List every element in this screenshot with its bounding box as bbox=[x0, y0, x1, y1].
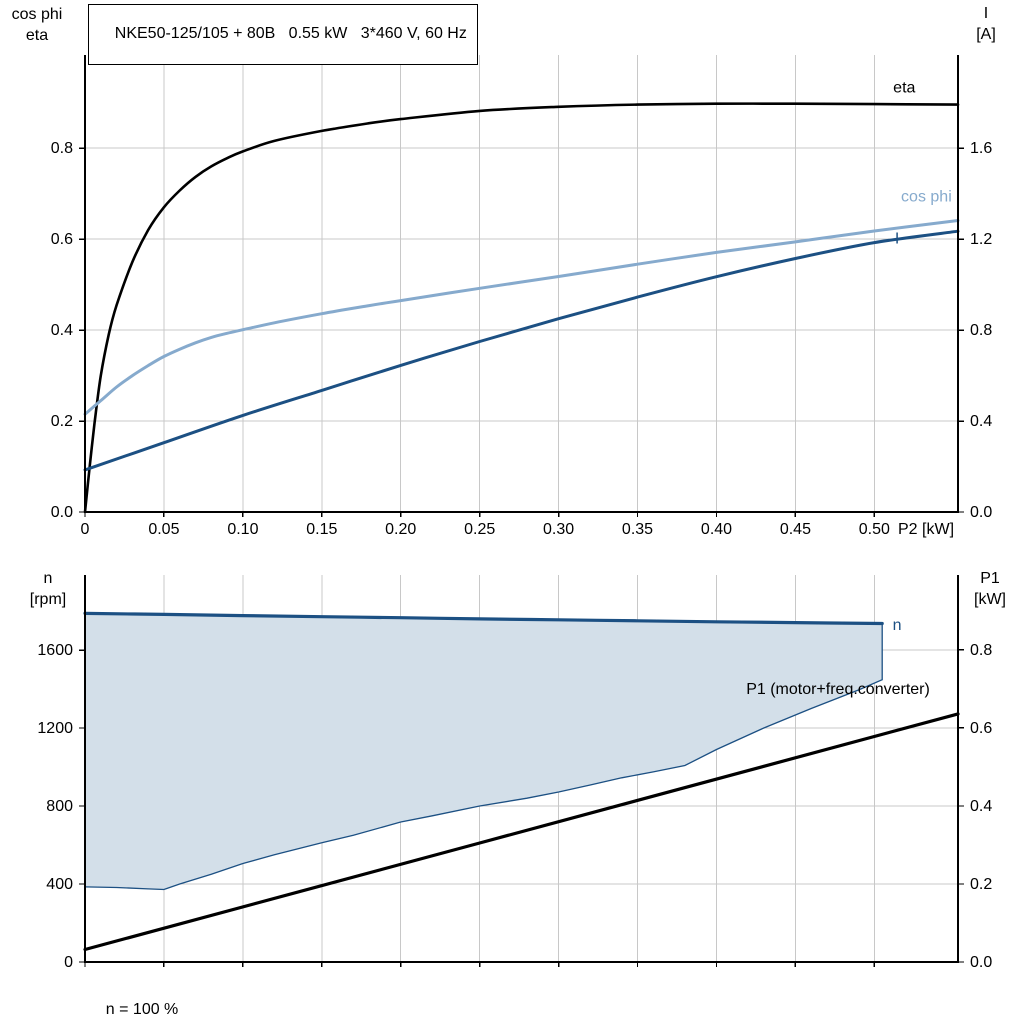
y-left-tick-label: 0.4 bbox=[51, 322, 73, 339]
eta-curve bbox=[83, 102, 960, 514]
curve-label-i: I bbox=[895, 230, 899, 247]
p1-motor-freq-converter-curve bbox=[83, 712, 960, 952]
curve-label-cos-phi: cos phi bbox=[901, 188, 952, 205]
curve-label-p1-motor-freq-converter: P1 (motor+freq.converter) bbox=[746, 681, 930, 698]
y-right-axis-title: I bbox=[984, 5, 988, 22]
x-tick-label: 0 bbox=[81, 521, 90, 538]
y-right-tick-label: 0.2 bbox=[970, 876, 992, 893]
y-right-axis-title: [A] bbox=[976, 26, 996, 43]
y-left-tick-label: 800 bbox=[46, 798, 73, 815]
x-axis-label: P2 [kW] bbox=[898, 521, 954, 538]
y-right-tick-label: 0.8 bbox=[970, 642, 992, 659]
y-left-tick-label: 0.8 bbox=[51, 140, 73, 157]
footer-note: n = 100 % bbox=[88, 983, 179, 1024]
speed-power-chart: 0 400 800 1200 1600 0.0 0.2 0.4 0.6 0.8 n [rpm] P1 [k… bbox=[30, 570, 1006, 971]
x-tick-label: 0.20 bbox=[385, 521, 416, 538]
y-right-tick-label: 1.2 bbox=[970, 231, 992, 248]
x-tick-label: 0.10 bbox=[227, 521, 258, 538]
x-tick-label: 0.35 bbox=[622, 521, 653, 538]
title-text: NKE50-125/105 + 80B 0.55 kW 3*460 V, 60 … bbox=[114, 25, 467, 42]
y-right-axis-title: P1 bbox=[980, 570, 1000, 587]
y-left-tick-label: 0.0 bbox=[51, 504, 73, 521]
y-left-tick-label: 0.2 bbox=[51, 413, 73, 430]
footer-text: n = 100 % bbox=[105, 1001, 179, 1018]
y-right-tick-label: 1.6 bbox=[970, 140, 992, 157]
y-right-tick-label: 0.0 bbox=[970, 954, 992, 971]
x-tick-label: 0.30 bbox=[543, 521, 574, 538]
y-left-tick-label: 1200 bbox=[37, 720, 73, 737]
y-left-axis-title: n bbox=[44, 570, 53, 587]
y-left-axis-title: [rpm] bbox=[30, 591, 66, 608]
x-tick-label: 0.50 bbox=[859, 521, 890, 538]
x-tick-label: 0.05 bbox=[148, 521, 179, 538]
series-layer bbox=[83, 102, 960, 514]
x-tick-label: 0.25 bbox=[464, 521, 495, 538]
speed-control-range-boundary bbox=[84, 623, 883, 891]
y-left-tick-label: 400 bbox=[46, 876, 73, 893]
n-curve bbox=[83, 611, 884, 626]
cos-phi-curve bbox=[83, 219, 960, 416]
curve-label-eta: eta bbox=[893, 79, 915, 96]
y-left-axis-title: eta bbox=[26, 27, 48, 44]
y-right-axis-title: [kW] bbox=[974, 591, 1006, 608]
i-curve bbox=[83, 229, 960, 472]
series-layer bbox=[83, 611, 960, 952]
y-right-tick-label: 0.4 bbox=[970, 413, 992, 430]
y-left-tick-label: 1600 bbox=[37, 642, 73, 659]
title-box: NKE50-125/105 + 80B 0.55 kW 3*460 V, 60 … bbox=[88, 4, 478, 65]
curve-label-n: n bbox=[893, 617, 902, 634]
y-left-tick-label: 0.6 bbox=[51, 231, 73, 248]
y-right-tick-label: 0.4 bbox=[970, 798, 992, 815]
y-left-tick-label: 0 bbox=[64, 954, 73, 971]
y-right-tick-label: 0.0 bbox=[970, 504, 992, 521]
speed-control-range-area bbox=[85, 613, 883, 890]
y-left-axis-title: cos phi bbox=[12, 6, 63, 23]
y-right-tick-label: 0.8 bbox=[970, 322, 992, 339]
motor-performance-chart: 0.0 0.2 0.4 0.6 0.8 0.0 0.4 0.8 1.2 1.6 0 0.05 0.10 0… bbox=[12, 5, 996, 538]
x-tick-label: 0.40 bbox=[701, 521, 732, 538]
x-tick-label: 0.15 bbox=[306, 521, 337, 538]
y-right-tick-label: 0.6 bbox=[970, 720, 992, 737]
x-tick-label: 0.45 bbox=[780, 521, 811, 538]
